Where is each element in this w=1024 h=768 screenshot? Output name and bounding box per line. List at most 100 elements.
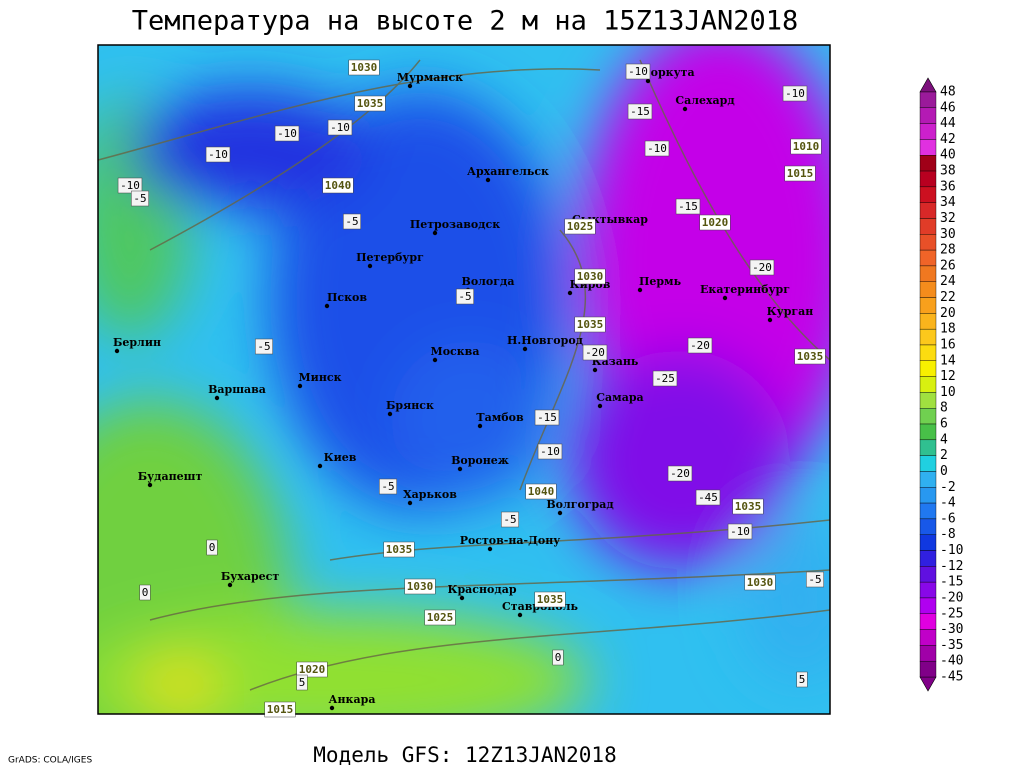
- city-label: Москва: [431, 345, 480, 358]
- city-dot: [329, 705, 335, 711]
- temperature-label: -5: [133, 192, 146, 205]
- colorbar-label: -40: [940, 654, 963, 669]
- isobar-label-box: [348, 59, 380, 76]
- colorbar-label: 12: [940, 369, 956, 384]
- isobar-label-box: [794, 348, 826, 365]
- temperature-label-box: [274, 125, 300, 142]
- colorbar-band: [919, 123, 937, 140]
- temperature-label-box: [552, 649, 564, 666]
- isobar-label: 1035: [386, 543, 413, 556]
- city-dot: [407, 83, 413, 89]
- city-label: Варшава: [208, 383, 266, 396]
- colorbar-label: 30: [940, 227, 956, 242]
- temperature-label-box: [782, 85, 808, 102]
- colorbar-label: -6: [940, 511, 956, 526]
- colorbar-band: [919, 155, 937, 172]
- colorbar-band: [919, 629, 937, 646]
- temperature-label-box: [206, 539, 218, 556]
- temperature-label-group: -5: [379, 478, 397, 495]
- temperature-label: -10: [730, 525, 750, 538]
- isobar-label-box: [790, 138, 822, 155]
- colorbar-band: [919, 487, 937, 504]
- city-label: Мурманск: [397, 71, 463, 84]
- colorbar-band: [919, 234, 937, 251]
- colorbar-label: 36: [940, 179, 956, 194]
- temperature-label-box: [625, 63, 651, 80]
- temperature-label-box: [695, 489, 721, 506]
- colorbar-band: [919, 376, 937, 393]
- isobar-label-box: [404, 578, 436, 595]
- temperature-label-group: -10: [782, 85, 808, 102]
- colorbar-band: [919, 218, 937, 235]
- temperature-label: -5: [257, 340, 270, 353]
- isobar-label-box: [264, 701, 296, 718]
- colorbar-label: 0: [940, 464, 948, 479]
- colorbar-band: [919, 423, 937, 441]
- city-label: Брянск: [386, 399, 434, 412]
- isobar-label: 1030: [577, 270, 604, 283]
- isobar-label-box: [525, 483, 557, 500]
- city-dot: [432, 357, 438, 363]
- temperature-label-group: -25: [652, 370, 678, 387]
- model-run: Модель GFS: 12Z13JAN2018: [313, 743, 616, 767]
- city-label: Ростов-на-Дону: [460, 534, 561, 547]
- city-dot: [485, 177, 491, 183]
- temperature-label-group: -10: [644, 140, 670, 157]
- temperature-label-box: [534, 409, 560, 426]
- temperature-label: -5: [503, 513, 516, 526]
- temperature-label: -5: [808, 573, 821, 586]
- temperature-label-box: [501, 511, 519, 528]
- temperature-label: -10: [208, 148, 228, 161]
- colorbar-label: -2: [940, 480, 956, 495]
- colorbar-label: 48: [940, 85, 956, 100]
- colorbar-label: 44: [940, 116, 956, 131]
- city-label: Бухарест: [221, 570, 280, 583]
- isobar-label-group: 1035: [354, 95, 386, 112]
- isobar-label-group: 1040: [322, 177, 354, 194]
- isobar-label: 1020: [702, 216, 729, 229]
- colorbar-label: -45: [940, 670, 963, 685]
- city-label: Петрозаводск: [410, 218, 500, 231]
- temperature-label: -10: [330, 121, 350, 134]
- colorbar-band: [919, 186, 937, 203]
- city-dot: [324, 303, 330, 309]
- isobar-label-group: 1040: [525, 483, 557, 500]
- temperature-label-box: [327, 119, 353, 136]
- city-dot: [557, 510, 563, 516]
- isobar-label-group: 1025: [564, 218, 596, 235]
- isobar-label-group: 1015: [784, 165, 816, 182]
- colorbar-label: -12: [940, 559, 963, 574]
- temperature-label-group: 0: [552, 649, 564, 666]
- colorbar-label: -10: [940, 543, 963, 558]
- isobar-label-box: [744, 574, 776, 591]
- isobar-label: 1015: [267, 703, 294, 716]
- city-dot: [597, 403, 603, 409]
- temperature-label-box: [343, 213, 361, 230]
- city-dot: [522, 346, 528, 352]
- temperature-label: -10: [628, 65, 648, 78]
- city-label: Киев: [324, 451, 357, 464]
- isobar-label-group: 1035: [794, 348, 826, 365]
- colorbar-label: -15: [940, 575, 963, 590]
- colorbar-band: [919, 328, 937, 346]
- colorbar-label: 40: [940, 148, 956, 163]
- temperature-label-group: -20: [687, 337, 713, 354]
- temperature-label-box: [627, 103, 653, 120]
- temperature-label: -20: [670, 467, 690, 480]
- isobar-label-group: 1010: [790, 138, 822, 155]
- temperature-label-group: 0: [206, 539, 218, 556]
- isobar-label: 1025: [427, 611, 454, 624]
- city-label: Вологда: [462, 275, 515, 288]
- city-dot: [682, 106, 688, 112]
- temperature-label: -20: [585, 346, 605, 359]
- isobar-label-box: [574, 316, 606, 333]
- isobar-label-group: 1015: [264, 701, 296, 718]
- temperature-label-box: [675, 198, 701, 215]
- temperature-label-box: [644, 140, 670, 157]
- temperature-label-box: [537, 443, 563, 460]
- temperature-label: -25: [655, 372, 675, 385]
- city-dot: [432, 230, 438, 236]
- isobar-label: 1015: [787, 167, 814, 180]
- city-label: Анкара: [329, 693, 376, 706]
- temperature-label-box: [582, 344, 608, 361]
